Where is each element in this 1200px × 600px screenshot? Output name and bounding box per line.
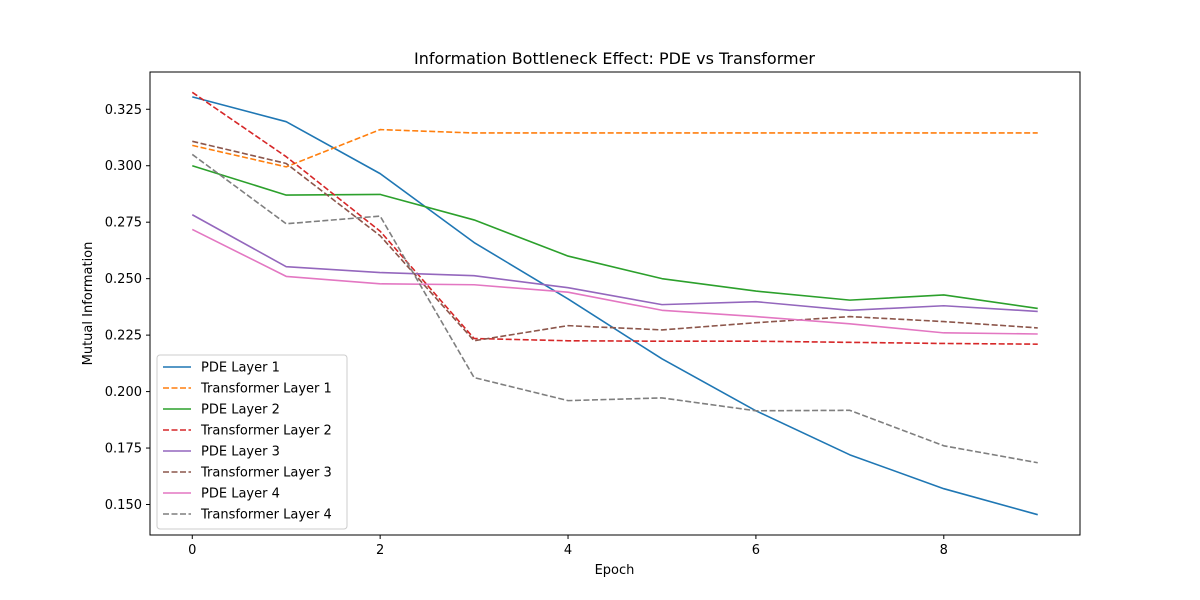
y-tick-label: 0.225 xyxy=(105,329,142,344)
x-axis: 0 2 4 6 8 xyxy=(188,535,948,558)
plot-frame xyxy=(149,71,1081,536)
y-axis: 0.150 0.175 0.200 0.225 0.250 0.275 0.300 0.325 xyxy=(105,103,150,513)
x-tick-label: 6 xyxy=(752,543,760,558)
legend-label: Transformer Layer 2 xyxy=(200,424,332,439)
y-tick-label: 0.150 xyxy=(105,498,142,513)
series-lines xyxy=(191,91,1038,516)
y-tick-label: 0.250 xyxy=(105,272,142,287)
plot-area xyxy=(149,71,1081,536)
legend-label: PDE Layer 2 xyxy=(201,403,280,418)
series-line-transformer-layer-3 xyxy=(192,140,1038,342)
x-tick-label: 8 xyxy=(940,543,948,558)
series-line-transformer-layer-1 xyxy=(192,128,1038,168)
y-tick-label: 0.300 xyxy=(105,159,142,174)
y-tick-label: 0.200 xyxy=(105,385,142,400)
legend-label: PDE Layer 3 xyxy=(201,445,280,460)
legend-label: Transformer Layer 4 xyxy=(200,508,332,523)
legend-label: Transformer Layer 3 xyxy=(200,466,332,481)
x-tick-label: 4 xyxy=(564,543,572,558)
x-tick-label: 2 xyxy=(376,543,384,558)
series-line-transformer-layer-4 xyxy=(191,153,1038,464)
x-tick-label: 0 xyxy=(188,543,196,558)
y-tick-label: 0.275 xyxy=(105,216,142,231)
y-tick-label: 0.325 xyxy=(105,103,142,118)
series-line-transformer-layer-2 xyxy=(191,91,1038,345)
legend-label: PDE Layer 1 xyxy=(201,361,280,376)
legend-label: Transformer Layer 1 xyxy=(200,382,332,397)
y-axis-label: Mutual Information xyxy=(81,242,96,366)
series-line-pde-layer-4 xyxy=(191,228,1038,335)
legend: PDE Layer 1 Transformer Layer 1 PDE Layer … xyxy=(156,354,348,530)
y-tick-label: 0.175 xyxy=(105,442,142,457)
legend-label: PDE Layer 4 xyxy=(201,487,280,502)
chart-title: Information Bottleneck Effect: PDE vs Tr… xyxy=(414,49,815,68)
series-line-pde-layer-3 xyxy=(191,214,1038,313)
x-axis-label: Epoch xyxy=(595,563,635,578)
legend-box xyxy=(156,354,348,530)
